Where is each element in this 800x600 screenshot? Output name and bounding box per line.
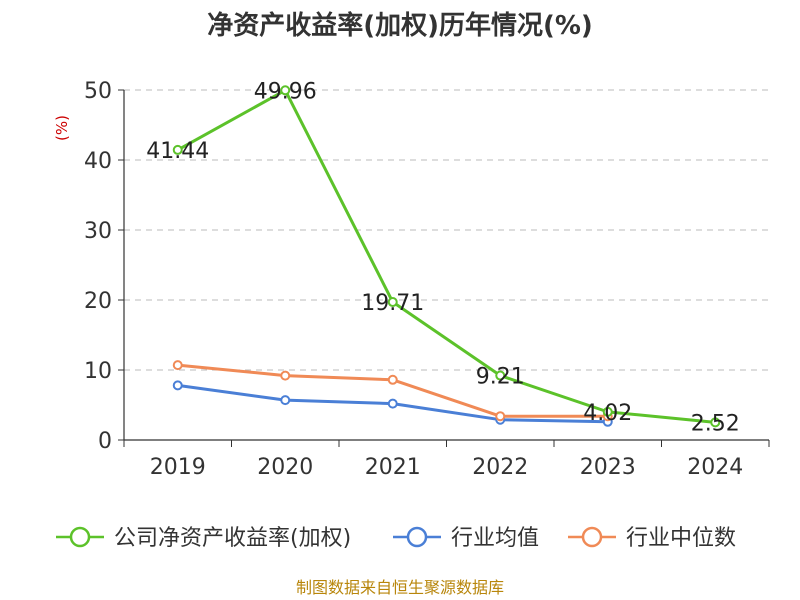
data-label-2022: 9.21 [476, 365, 525, 390]
series-0-point-2022 [495, 370, 506, 381]
data-label-2020: 49.96 [254, 79, 317, 104]
data-labels: 41.44 49.96 19.71 9.21 4.02 2.52 [146, 79, 739, 436]
series-0-point-2020 [280, 85, 291, 96]
data-label-2023: 4.02 [583, 401, 632, 426]
series-group [172, 85, 721, 428]
legend: 公司净资产收益率(加权) 行业均值 行业中位数 [56, 526, 736, 551]
x-tick-label-2023: 2023 [580, 455, 636, 480]
source-note: 制图数据来自恒生聚源数据库 [296, 578, 504, 597]
x-tick-label-2024: 2024 [687, 455, 743, 480]
y-axis-label: (%) [53, 115, 71, 141]
y-tick-label-40: 40 [84, 149, 112, 174]
gridlines [124, 89, 769, 371]
data-label-2021: 19.71 [361, 291, 424, 316]
series-0-point-2023 [602, 406, 613, 417]
series-2-point-2021 [387, 374, 398, 385]
x-tick-label-2022: 2022 [472, 455, 528, 480]
series-2-point-2022 [495, 411, 506, 422]
x-tick-label-2020: 2020 [257, 455, 313, 480]
legend-label-2: 行业中位数 [626, 526, 736, 551]
y-tick-label-50: 50 [84, 79, 112, 104]
data-label-2019: 41.44 [146, 139, 209, 164]
y-tick-label-30: 30 [84, 219, 112, 244]
y-tick-label-0: 0 [98, 429, 112, 454]
legend-marker-0 [69, 526, 91, 548]
y-tick-label-20: 20 [84, 289, 112, 314]
series-0-point-2021 [387, 297, 398, 308]
series-2-point-2020 [280, 370, 291, 381]
y-tick-label-10: 10 [84, 359, 112, 384]
series-line-0 [177, 88, 716, 424]
series-2-point-2019 [172, 360, 183, 371]
x-tick-label-2021: 2021 [365, 455, 421, 480]
chart-title: 净资产收益率(加权)历年情况(%) [207, 10, 593, 41]
series-1-point-2021 [387, 398, 398, 409]
legend-label-1: 行业均值 [451, 526, 539, 551]
data-label-2024: 2.52 [691, 411, 740, 436]
legend-marker-1 [406, 526, 428, 548]
legend-label-0: 公司净资产收益率(加权) [114, 526, 351, 551]
series-0-point-2024 [710, 417, 721, 428]
series-1-point-2020 [280, 395, 291, 406]
legend-marker-2 [581, 526, 603, 548]
axes: 0 10 20 30 40 50 2019 2020 2021 2022 2023 2024 [84, 79, 770, 480]
x-tick-label-2019: 2019 [150, 455, 206, 480]
series-0-point-2019 [172, 144, 183, 155]
series-1-point-2019 [172, 380, 183, 391]
